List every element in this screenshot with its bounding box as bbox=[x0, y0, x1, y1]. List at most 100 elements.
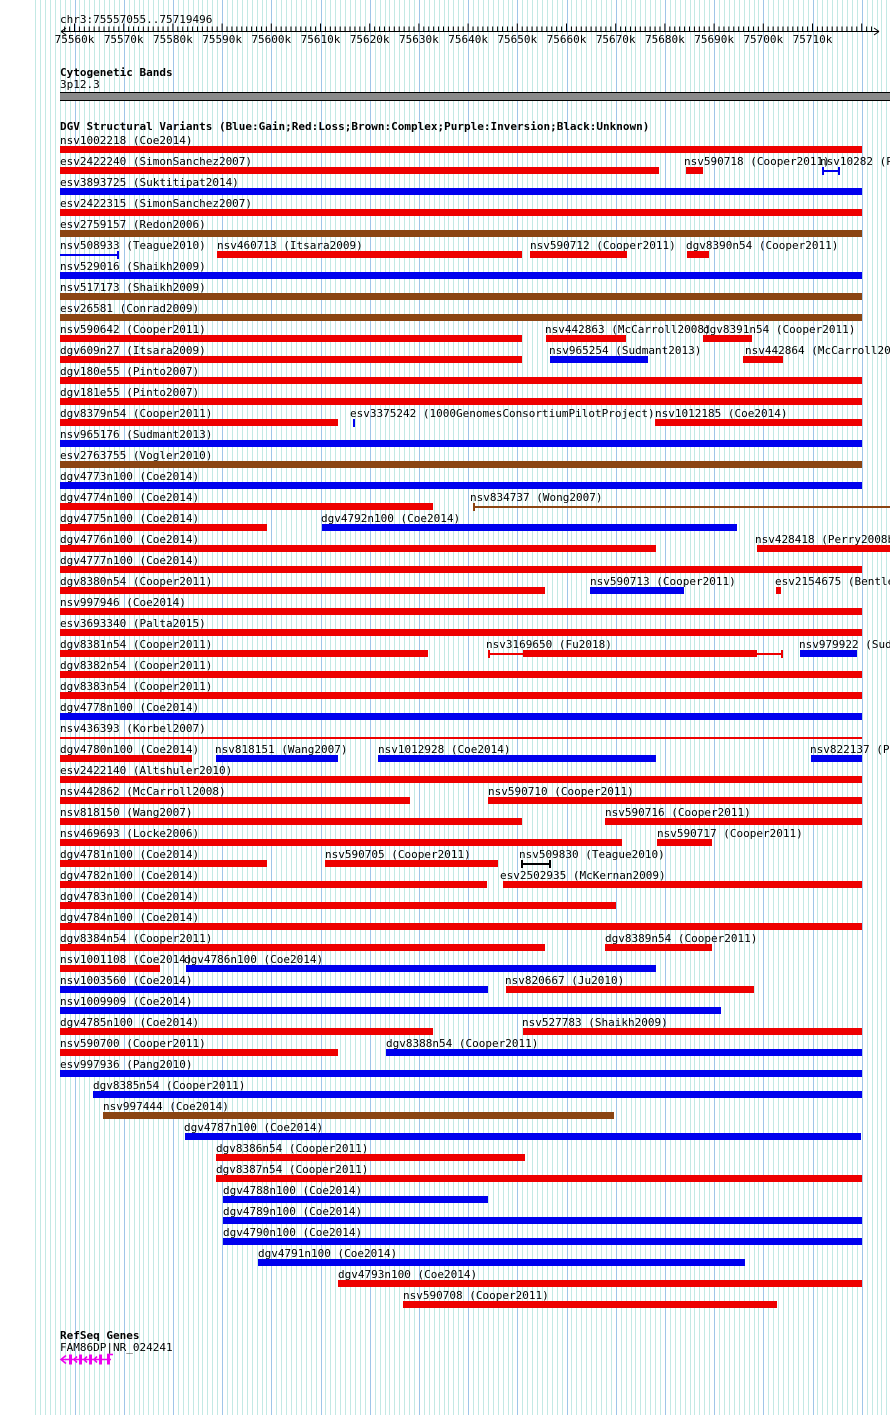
variant-label[interactable]: dgv8387n54 (Cooper2011) bbox=[216, 1163, 369, 1176]
variant-label[interactable]: esv2422140 (Altshuler2010) bbox=[60, 764, 233, 777]
variant-bar[interactable] bbox=[60, 293, 862, 300]
variant-bar[interactable] bbox=[703, 335, 752, 342]
variant-label[interactable]: nsv1002218 (Coe2014) bbox=[60, 134, 193, 147]
variant-label[interactable]: dgv4773n100 (Coe2014) bbox=[60, 470, 200, 483]
variant-label[interactable]: esv2422240 (SimonSanchez2007) bbox=[60, 155, 253, 168]
variant-bar[interactable] bbox=[60, 839, 622, 846]
variant-bar[interactable] bbox=[60, 692, 862, 699]
variant-bar[interactable] bbox=[757, 545, 890, 552]
variant-bar[interactable] bbox=[217, 251, 522, 258]
variant-label[interactable]: nsv590716 (Cooper2011) bbox=[605, 806, 751, 819]
variant-bar[interactable] bbox=[546, 335, 626, 342]
variant-bar[interactable] bbox=[60, 377, 862, 384]
refseq-gene-glyph[interactable] bbox=[58, 1352, 114, 1367]
variant-label[interactable]: dgv4778n100 (Coe2014) bbox=[60, 701, 200, 714]
variant-label[interactable]: dgv8391n54 (Cooper2011) bbox=[703, 323, 856, 336]
variant-span-line[interactable] bbox=[60, 737, 862, 739]
variant-label[interactable]: nsv442864 (McCarroll2008 bbox=[745, 344, 890, 357]
variant-bar[interactable] bbox=[60, 503, 433, 510]
variant-label[interactable]: esv2422315 (SimonSanchez2007) bbox=[60, 197, 253, 210]
variant-label[interactable]: esv2502935 (McKernan2009) bbox=[500, 869, 666, 882]
variant-label[interactable]: dgv4788n100 (Coe2014) bbox=[223, 1184, 363, 1197]
variant-label[interactable]: esv26581 (Conrad2009) bbox=[60, 302, 200, 315]
variant-bar[interactable] bbox=[60, 461, 862, 468]
variant-end-tick[interactable] bbox=[488, 650, 490, 658]
variant-bar[interactable] bbox=[60, 1049, 338, 1056]
variant-bar[interactable] bbox=[60, 776, 862, 783]
variant-label[interactable]: nsv590708 (Cooper2011) bbox=[403, 1289, 549, 1302]
variant-label[interactable]: nsv997444 (Coe2014) bbox=[103, 1100, 229, 1113]
variant-label[interactable]: nsv442862 (McCarroll2008) bbox=[60, 785, 226, 798]
variant-label[interactable]: dgv8379n54 (Cooper2011) bbox=[60, 407, 213, 420]
variant-bar[interactable] bbox=[60, 398, 862, 405]
variant-bar[interactable] bbox=[60, 188, 862, 195]
variant-label[interactable]: nsv1012185 (Coe2014) bbox=[655, 407, 788, 420]
variant-bar[interactable] bbox=[60, 335, 522, 342]
variant-bar[interactable] bbox=[60, 482, 862, 489]
variant-bar[interactable] bbox=[743, 356, 783, 363]
variant-span-line[interactable] bbox=[473, 506, 890, 508]
variant-bar[interactable] bbox=[60, 797, 410, 804]
variant-bar[interactable] bbox=[590, 587, 684, 594]
variant-bar[interactable] bbox=[811, 755, 862, 762]
variant-end-tick[interactable] bbox=[549, 860, 551, 868]
variant-label[interactable]: dgv8388n54 (Cooper2011) bbox=[386, 1037, 539, 1050]
variant-bar[interactable] bbox=[60, 440, 862, 447]
variant-bar[interactable] bbox=[60, 881, 487, 888]
variant-bar[interactable] bbox=[60, 902, 616, 909]
variant-end-tick[interactable] bbox=[781, 650, 783, 658]
variant-label[interactable]: dgv4780n100 (Coe2014) bbox=[60, 743, 200, 756]
variant-bar[interactable] bbox=[216, 1175, 862, 1182]
variant-label[interactable]: dgv8386n54 (Cooper2011) bbox=[216, 1142, 369, 1155]
variant-label[interactable]: dgv4781n100 (Coe2014) bbox=[60, 848, 200, 861]
variant-bar[interactable] bbox=[60, 671, 862, 678]
variant-bar[interactable] bbox=[60, 545, 656, 552]
variant-label[interactable]: nsv436393 (Korbel2007) bbox=[60, 722, 206, 735]
variant-label[interactable]: nsv527783 (Shaikh2009) bbox=[522, 1016, 668, 1029]
variant-bar[interactable] bbox=[60, 230, 862, 237]
variant-label[interactable]: dgv609n27 (Itsara2009) bbox=[60, 344, 206, 357]
variant-bar[interactable] bbox=[338, 1280, 862, 1287]
variant-label[interactable]: nsv442863 (McCarroll2008) bbox=[545, 323, 711, 336]
variant-bar[interactable] bbox=[223, 1217, 862, 1224]
variant-label[interactable]: nsv818151 (Wang2007) bbox=[215, 743, 348, 756]
variant-bar[interactable] bbox=[60, 713, 862, 720]
variant-label[interactable]: dgv4793n100 (Coe2014) bbox=[338, 1268, 478, 1281]
variant-bar[interactable] bbox=[523, 1028, 862, 1035]
variant-label[interactable]: esv3375242 (1000GenomesConsortiumPilotPr… bbox=[350, 407, 655, 420]
variant-label[interactable]: nsv508933 (Teague2010) bbox=[60, 239, 206, 252]
variant-bar[interactable] bbox=[60, 209, 862, 216]
variant-bar[interactable] bbox=[776, 587, 781, 594]
variant-span-line[interactable] bbox=[521, 863, 551, 865]
variant-bar[interactable] bbox=[216, 1154, 525, 1161]
variant-label[interactable]: nsv469693 (Locke2006) bbox=[60, 827, 200, 840]
variant-label[interactable]: esv3693340 (Palta2015) bbox=[60, 617, 206, 630]
variant-label[interactable]: nsv590705 (Cooper2011) bbox=[325, 848, 471, 861]
variant-bar[interactable] bbox=[322, 524, 737, 531]
variant-label[interactable]: esv997936 (Pang2010) bbox=[60, 1058, 193, 1071]
variant-bar[interactable] bbox=[186, 965, 656, 972]
variant-bar[interactable] bbox=[325, 860, 498, 867]
variant-bar[interactable] bbox=[605, 818, 862, 825]
variant-label[interactable]: esv2759157 (Redon2006) bbox=[60, 218, 206, 231]
variant-label[interactable]: nsv965254 (Sudmant2013) bbox=[549, 344, 702, 357]
variant-bar[interactable] bbox=[60, 860, 267, 867]
variant-label[interactable]: dgv4787n100 (Coe2014) bbox=[184, 1121, 324, 1134]
variant-label[interactable]: nsv1001108 (Coe2014) bbox=[60, 953, 193, 966]
variant-bar[interactable] bbox=[60, 419, 338, 426]
variant-label[interactable]: dgv8381n54 (Cooper2011) bbox=[60, 638, 213, 651]
variant-label[interactable]: nsv590712 (Cooper2011) bbox=[530, 239, 676, 252]
variant-end-tick[interactable] bbox=[822, 167, 824, 175]
variant-label[interactable]: dgv8383n54 (Cooper2011) bbox=[60, 680, 213, 693]
variant-bar[interactable] bbox=[378, 755, 656, 762]
variant-bar[interactable] bbox=[530, 251, 627, 258]
variant-bar[interactable] bbox=[60, 608, 862, 615]
variant-bar[interactable] bbox=[657, 839, 712, 846]
variant-label[interactable]: dgv4775n100 (Coe2014) bbox=[60, 512, 200, 525]
variant-label[interactable]: dgv4776n100 (Coe2014) bbox=[60, 533, 200, 546]
variant-bar[interactable] bbox=[386, 1049, 862, 1056]
variant-bar[interactable] bbox=[223, 1196, 488, 1203]
variant-label[interactable]: nsv979922 (Sudm bbox=[799, 638, 890, 651]
variant-label[interactable]: nsv590717 (Cooper2011) bbox=[657, 827, 803, 840]
variant-label[interactable]: nsv1012928 (Coe2014) bbox=[378, 743, 511, 756]
